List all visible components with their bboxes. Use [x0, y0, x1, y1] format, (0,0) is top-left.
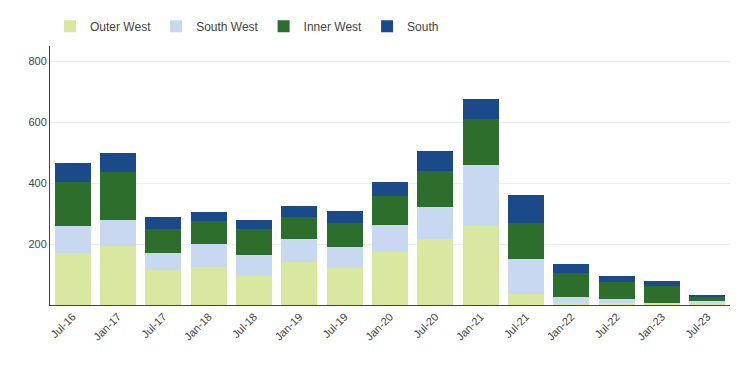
svg-text:Jan-23: Jan-23 [635, 311, 667, 343]
svg-text:Jul-17: Jul-17 [139, 311, 169, 341]
svg-text:800: 800 [28, 55, 46, 67]
svg-text:Jan-21: Jan-21 [454, 311, 486, 343]
svg-text:Jan-22: Jan-22 [544, 311, 576, 343]
svg-text:Jan-19: Jan-19 [272, 311, 304, 343]
svg-text:South West: South West [196, 20, 258, 34]
svg-text:Jul-19: Jul-19 [320, 311, 350, 341]
svg-text:600: 600 [28, 116, 46, 128]
svg-text:Jul-22: Jul-22 [592, 311, 622, 341]
svg-text:Jul-16: Jul-16 [48, 311, 78, 341]
svg-text:Outer West: Outer West [90, 20, 151, 34]
svg-text:200: 200 [28, 238, 46, 250]
svg-text:Jan-20: Jan-20 [363, 311, 395, 343]
svg-text:400: 400 [28, 177, 46, 189]
svg-text:Jul-20: Jul-20 [411, 311, 441, 341]
svg-text:Jul-18: Jul-18 [230, 311, 260, 341]
svg-text:Jan-18: Jan-18 [182, 311, 214, 343]
svg-text:Jul-21: Jul-21 [502, 311, 532, 341]
svg-text:Jul-23: Jul-23 [683, 311, 713, 341]
svg-text:Jan-17: Jan-17 [91, 311, 123, 343]
svg-text:South: South [407, 20, 438, 34]
svg-text:Inner West: Inner West [304, 20, 362, 34]
